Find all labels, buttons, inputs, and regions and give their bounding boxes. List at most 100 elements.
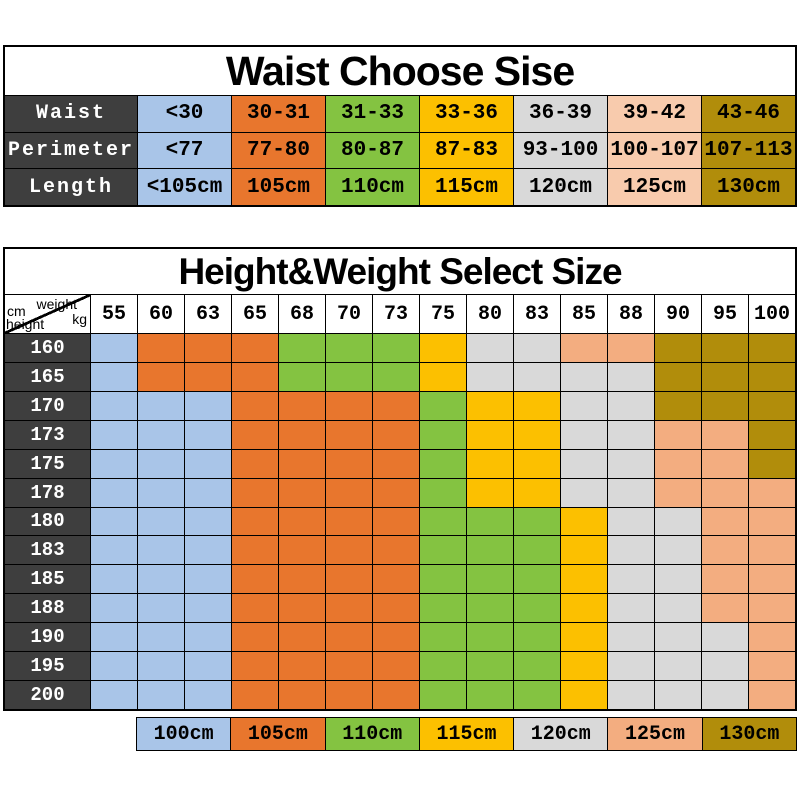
waist-table-title: Waist Choose Sise <box>225 47 575 94</box>
size-cell <box>231 652 278 681</box>
size-cell <box>748 391 795 420</box>
waist-size-table: Waist Choose Sise Waist <30 30-31 31-33 33-3… <box>3 45 797 207</box>
size-cell <box>701 565 748 594</box>
size-cell <box>325 478 372 507</box>
size-cell <box>137 623 184 652</box>
size-cell <box>513 334 560 362</box>
size-cell <box>278 652 325 681</box>
waist-table-row: Perimeter <77 77-80 80-87 87-83 93-100 100-107… <box>5 131 795 169</box>
size-cell <box>419 391 466 420</box>
size-cell <box>90 565 137 594</box>
size-cell <box>419 594 466 623</box>
size-cell <box>231 594 278 623</box>
size-cell <box>654 623 701 652</box>
size-cell <box>513 594 560 623</box>
size-cell <box>231 334 278 362</box>
waist-value-cell: 93-100 <box>513 132 607 169</box>
weight-header-cell: 80 <box>466 295 513 333</box>
size-cell <box>654 334 701 362</box>
legend-item: 105cm <box>230 718 325 750</box>
size-cell <box>748 623 795 652</box>
size-cell <box>560 449 607 478</box>
size-cell <box>466 420 513 449</box>
size-cell <box>278 478 325 507</box>
size-cell <box>372 334 419 362</box>
size-cell <box>701 507 748 536</box>
size-cell <box>184 420 231 449</box>
size-cell <box>560 681 607 709</box>
size-cell <box>137 334 184 362</box>
size-cell <box>372 565 419 594</box>
size-cell <box>654 449 701 478</box>
size-cell <box>325 652 372 681</box>
corner-label-kg: kg <box>72 311 87 327</box>
size-cell <box>607 362 654 391</box>
weight-header-cell: 75 <box>419 295 466 333</box>
size-cell <box>701 594 748 623</box>
size-cell <box>325 449 372 478</box>
size-cell <box>372 420 419 449</box>
size-cell <box>278 420 325 449</box>
waist-value-cell: 30-31 <box>231 96 325 132</box>
size-cell <box>466 478 513 507</box>
size-cell <box>137 478 184 507</box>
size-cell <box>654 652 701 681</box>
size-cell <box>184 334 231 362</box>
size-cell <box>90 623 137 652</box>
size-cell <box>90 362 137 391</box>
size-cell <box>748 565 795 594</box>
waist-value-cell: 110cm <box>325 169 419 206</box>
size-cell <box>701 536 748 565</box>
size-cell <box>419 334 466 362</box>
weight-header-cell: 63 <box>184 295 231 333</box>
size-cell <box>90 681 137 709</box>
size-cell <box>654 507 701 536</box>
size-cell <box>419 478 466 507</box>
size-cell <box>513 391 560 420</box>
weight-header-cell: 95 <box>701 295 748 333</box>
size-cell <box>325 681 372 709</box>
size-cell <box>748 334 795 362</box>
height-weight-row: 185 <box>5 564 795 594</box>
size-cell <box>90 449 137 478</box>
size-cell <box>654 594 701 623</box>
size-cell <box>278 681 325 709</box>
size-cell <box>184 565 231 594</box>
height-label-cell: 180 <box>5 507 90 536</box>
size-cell <box>231 362 278 391</box>
size-cell <box>419 565 466 594</box>
size-cell <box>701 623 748 652</box>
size-cell <box>372 391 419 420</box>
waist-value-cell: 43-46 <box>701 96 795 132</box>
legend-item: 120cm <box>513 718 608 750</box>
height-weight-row: 165 <box>5 361 795 391</box>
size-cell <box>372 478 419 507</box>
size-cell <box>607 507 654 536</box>
size-cell <box>466 565 513 594</box>
size-cell <box>701 362 748 391</box>
size-cell <box>137 565 184 594</box>
size-cell <box>231 536 278 565</box>
weight-header-cell: 68 <box>278 295 325 333</box>
height-label-cell: 178 <box>5 478 90 507</box>
size-cell <box>184 449 231 478</box>
size-cell <box>137 507 184 536</box>
height-label-cell: 200 <box>5 681 90 709</box>
height-label-cell: 173 <box>5 420 90 449</box>
size-cell <box>325 536 372 565</box>
size-cell <box>231 507 278 536</box>
size-cell <box>466 334 513 362</box>
waist-value-cell: 87-83 <box>419 132 513 169</box>
size-cell <box>419 536 466 565</box>
size-cell <box>466 362 513 391</box>
size-cell <box>325 391 372 420</box>
size-cell <box>278 623 325 652</box>
size-cell <box>325 334 372 362</box>
waist-value-cell: 105cm <box>231 169 325 206</box>
size-cell <box>278 536 325 565</box>
weight-header-row: cm height weight kg 55 60 63 65 68 70 73 75 80 83… <box>5 294 795 333</box>
size-cell <box>419 362 466 391</box>
size-cell <box>372 362 419 391</box>
size-cell <box>231 420 278 449</box>
row-label-cell: Waist <box>5 96 137 132</box>
